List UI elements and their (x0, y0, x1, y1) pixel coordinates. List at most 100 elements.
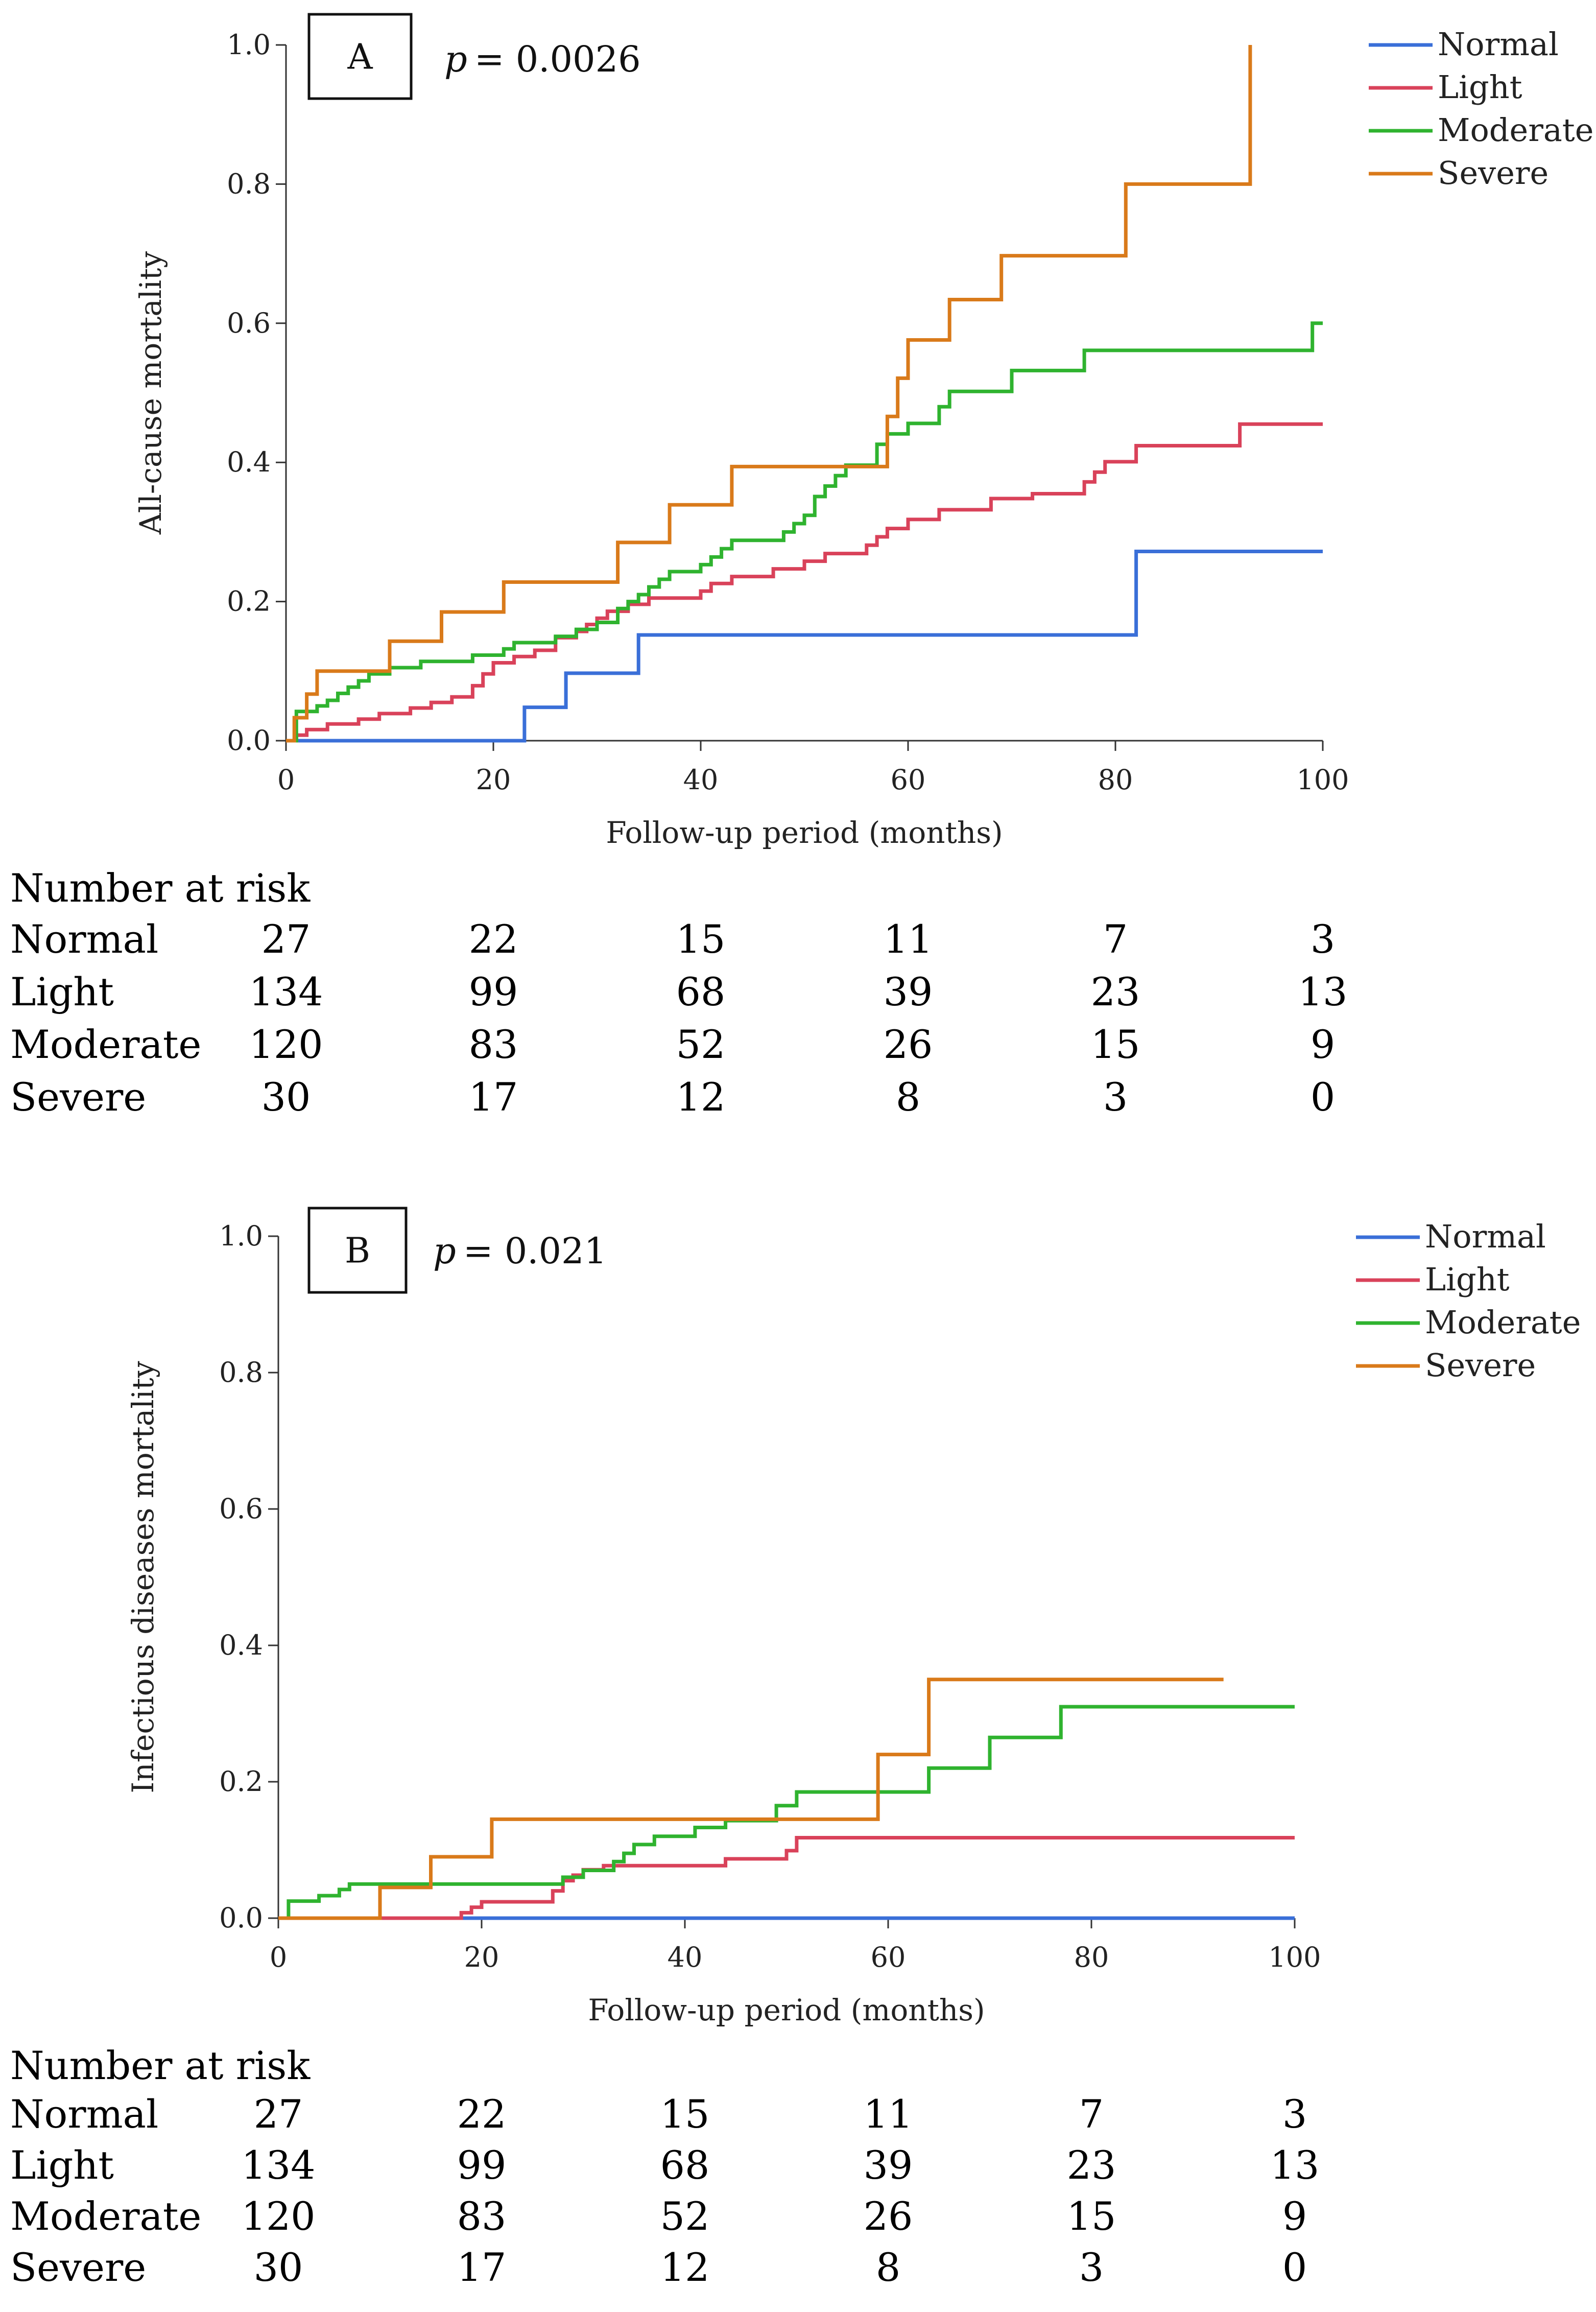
risk-cell: 11 (884, 916, 933, 962)
x-tick-label: 80 (1074, 1941, 1109, 1973)
legend-label-normal: Normal (1438, 26, 1559, 63)
y-tick-label: 0.8 (227, 168, 271, 200)
risk-cell: 7 (1103, 916, 1128, 962)
risk-cell: 39 (864, 2142, 913, 2188)
curve-normal (286, 550, 1323, 743)
risk-cell: 9 (1311, 1022, 1335, 1067)
legend-label-moderate: Moderate (1438, 111, 1593, 149)
risk-cell: 83 (457, 2193, 507, 2239)
p-value-number: = 0.0026 (474, 38, 641, 80)
p-value: p = 0.021 (433, 1230, 607, 1272)
legend-label-light: Light (1425, 1261, 1510, 1298)
legend-label-light: Light (1438, 68, 1522, 106)
risk-cell: 3 (1282, 2091, 1307, 2137)
risk-cell: 15 (1091, 1022, 1140, 1067)
risk-cell: 52 (676, 1022, 726, 1067)
x-tick-label: 60 (891, 764, 926, 796)
p-value: p = 0.0026 (444, 38, 641, 80)
y-tick-label: 0.2 (227, 585, 271, 618)
risk-cell: 3 (1311, 916, 1335, 962)
risk-cell: 134 (241, 2142, 315, 2188)
risk-cell: 8 (876, 2245, 900, 2290)
x-tick-label: 80 (1098, 764, 1133, 796)
y-tick-label: 1.0 (219, 1220, 263, 1252)
curve-light (286, 422, 1323, 743)
legend-label-severe: Severe (1425, 1347, 1536, 1384)
risk-cell: 52 (660, 2193, 710, 2239)
y-axis-title: Infectious diseases mortality (126, 1361, 160, 1793)
legend-label-moderate: Moderate (1425, 1304, 1581, 1341)
curve-severe (278, 1678, 1224, 1920)
risk-table-title: Number at risk (10, 2043, 311, 2088)
risk-row-label: Moderate (10, 2193, 201, 2239)
risk-cell: 68 (660, 2142, 710, 2188)
panel-b: 0.00.20.40.60.81.00 20 40 60 80 100Follow-up … (10, 1207, 1581, 2290)
panel-label: B (345, 1231, 370, 1271)
x-tick-label: 60 (871, 1941, 906, 1973)
y-axis-title: All-cause mortality (133, 251, 168, 535)
x-tick-label: 0 (270, 1941, 287, 1973)
risk-cell: 0 (1311, 1074, 1335, 1120)
risk-cell: 0 (1282, 2245, 1307, 2290)
p-value-symbol: p (444, 38, 467, 80)
risk-cell: 99 (457, 2142, 507, 2188)
panel-label-box (307, 1207, 408, 1294)
risk-cell: 11 (864, 2091, 913, 2137)
risk-cell: 26 (884, 1022, 933, 1067)
risk-cell: 22 (457, 2091, 507, 2137)
x-tick-label: 100 (1268, 1941, 1321, 1973)
risk-cell: 39 (884, 969, 933, 1015)
risk-row-label: Normal (10, 916, 158, 962)
risk-cell: 134 (249, 969, 323, 1015)
risk-cell: 27 (261, 916, 311, 962)
legend-label-severe: Severe (1438, 154, 1549, 192)
risk-row-label: Moderate (10, 1022, 201, 1067)
risk-table-title: Number at risk (10, 865, 311, 911)
risk-cell: 15 (660, 2091, 710, 2137)
curve-moderate (286, 321, 1323, 743)
y-tick-label: 1.0 (227, 29, 271, 61)
y-tick-label: 0.4 (219, 1629, 263, 1661)
risk-cell: 22 (469, 916, 518, 962)
x-tick-label: 20 (464, 1941, 499, 1973)
y-tick-label: 0.6 (227, 307, 271, 339)
y-tick-label: 0.2 (219, 1765, 263, 1798)
risk-cell: 68 (676, 969, 726, 1015)
risk-cell: 15 (676, 916, 726, 962)
risk-cell: 9 (1282, 2193, 1307, 2239)
curve-moderate (278, 1705, 1295, 1920)
risk-cell: 26 (864, 2193, 913, 2239)
risk-cell: 30 (261, 1074, 311, 1120)
panel-label: A (347, 37, 373, 78)
risk-cell: 27 (254, 2091, 303, 2137)
risk-row-label: Light (10, 2142, 114, 2188)
risk-cell: 15 (1067, 2193, 1116, 2239)
risk-cell: 17 (469, 1074, 518, 1120)
risk-cell: 23 (1067, 2142, 1116, 2188)
p-value-number: = 0.021 (463, 1230, 607, 1272)
panel-a: 0.00.20.40.60.81.00 20 40 60 80 100Follow-up … (10, 13, 1593, 1120)
risk-row-label: Light (10, 969, 114, 1015)
risk-cell: 3 (1079, 2245, 1104, 2290)
y-tick-label: 0.6 (219, 1493, 263, 1525)
curve-severe (286, 45, 1252, 743)
risk-cell: 7 (1079, 2091, 1104, 2137)
risk-cell: 99 (469, 969, 518, 1015)
risk-cell: 17 (457, 2245, 507, 2290)
risk-cell: 83 (469, 1022, 518, 1067)
y-tick-label: 0.0 (219, 1902, 263, 1934)
risk-cell: 30 (254, 2245, 303, 2290)
risk-cell: 12 (660, 2245, 710, 2290)
x-tick-label: 0 (277, 764, 295, 796)
x-axis-title: Follow-up period (months) (588, 1993, 985, 2027)
legend-label-normal: Normal (1425, 1218, 1546, 1255)
risk-row-label: Severe (10, 2245, 146, 2290)
x-tick-label: 20 (476, 764, 511, 796)
y-tick-label: 0.8 (219, 1356, 263, 1388)
p-value-symbol: p (433, 1230, 456, 1272)
risk-row-label: Normal (10, 2091, 158, 2137)
risk-cell: 13 (1270, 2142, 1320, 2188)
risk-cell: 8 (896, 1074, 920, 1120)
risk-cell: 23 (1091, 969, 1140, 1015)
